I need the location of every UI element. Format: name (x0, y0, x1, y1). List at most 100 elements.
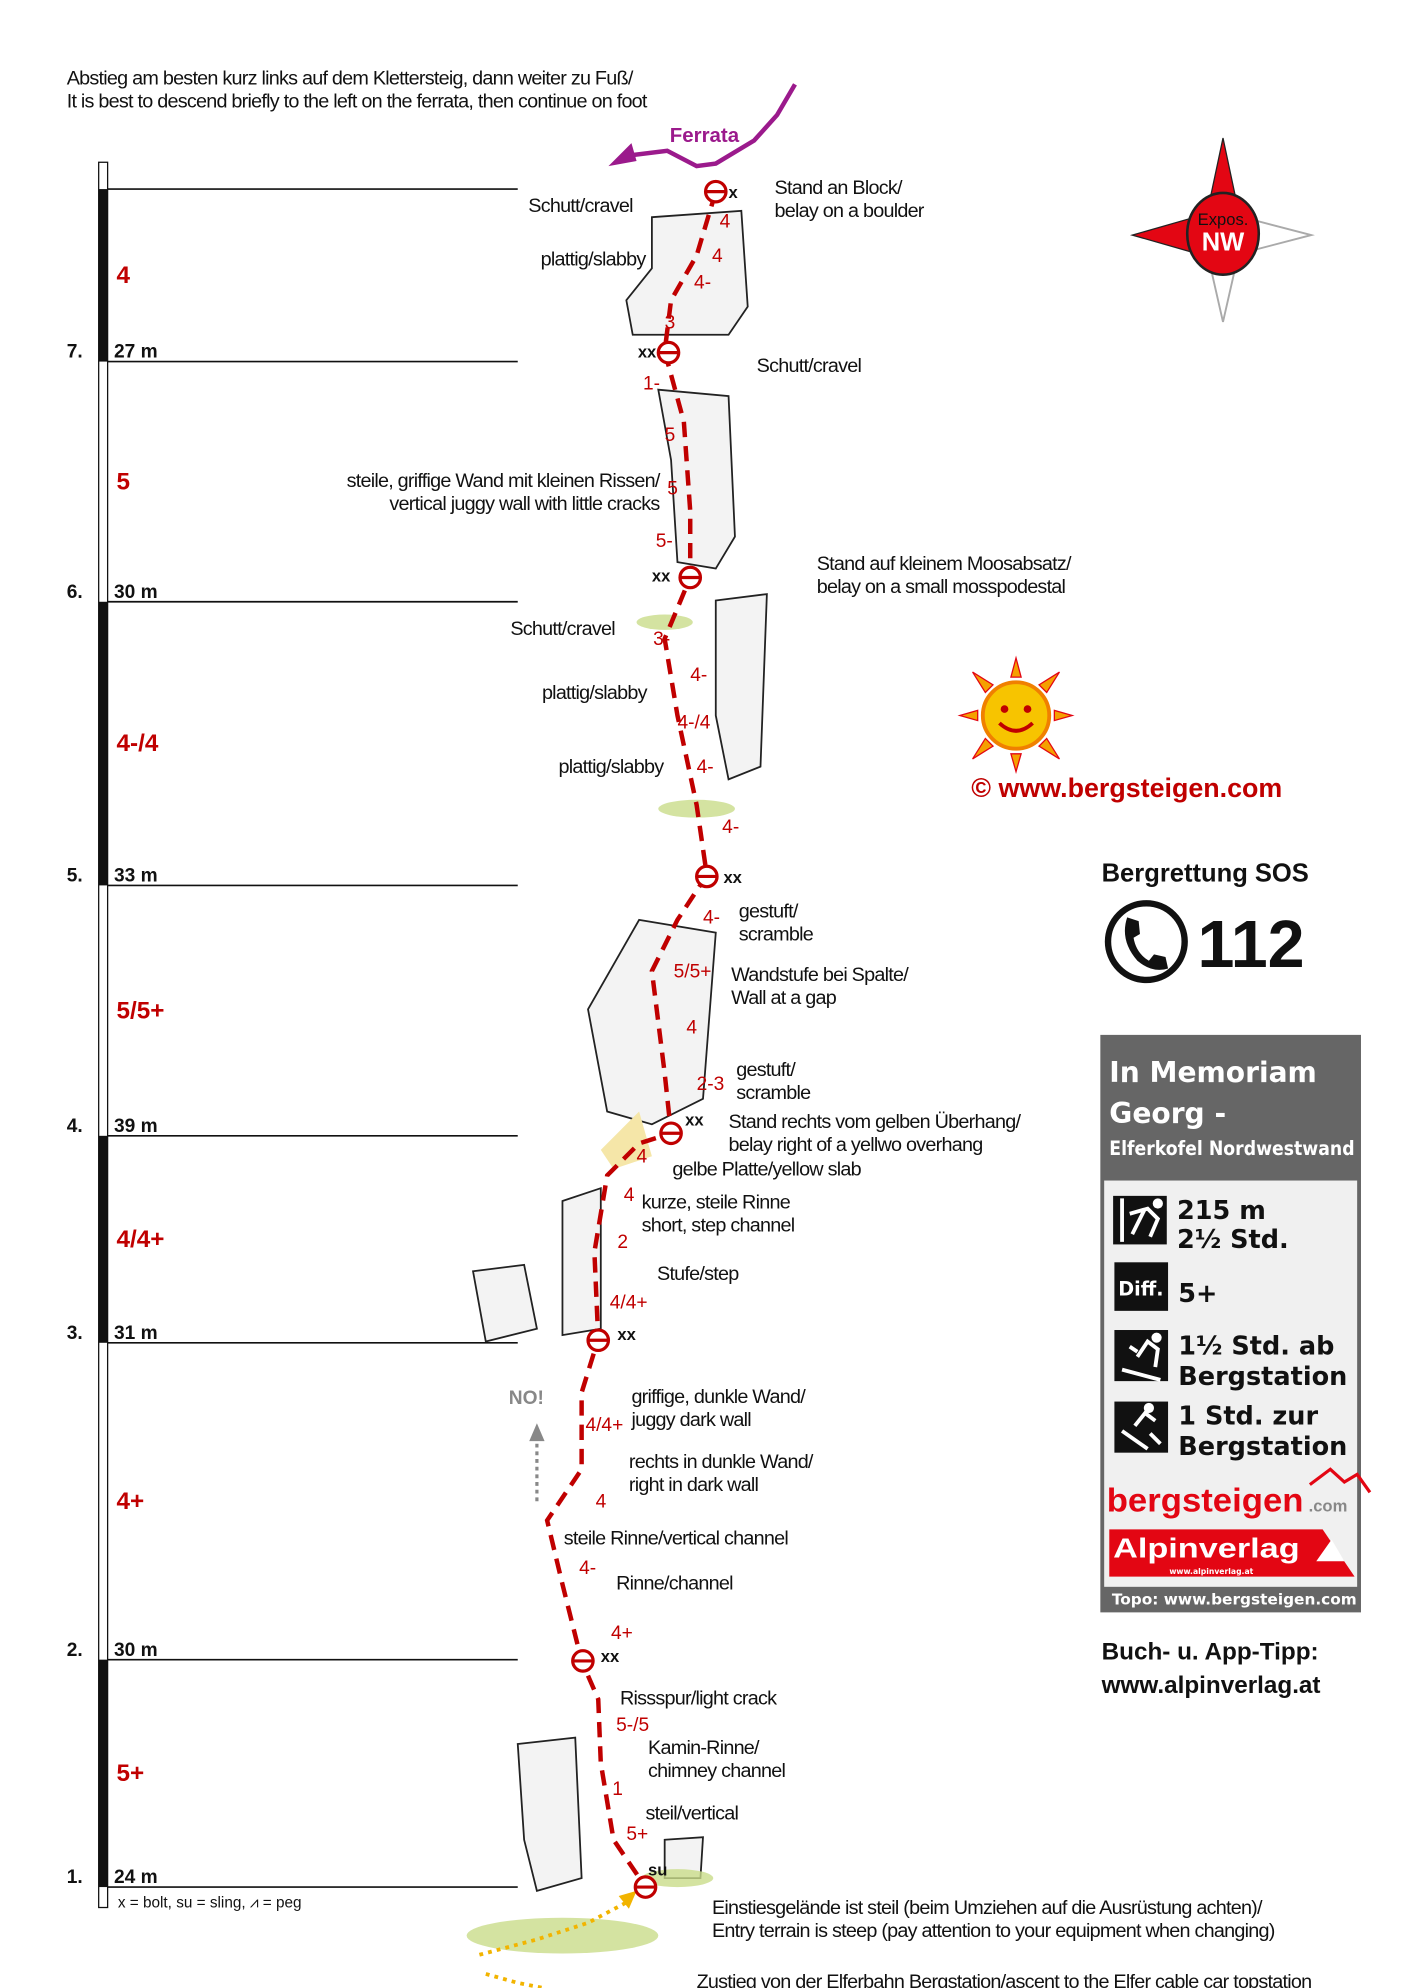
route-annotation: right in dark wall (629, 1474, 759, 1496)
route-grade-label: 4- (697, 757, 714, 778)
belay-anchor-label: xx (685, 1111, 704, 1130)
belay-station-icon (571, 1649, 595, 1673)
bergsteigen-logo-com: .com (1309, 1496, 1348, 1515)
no-arrow-icon (529, 1423, 545, 1442)
route-grade-label: 4 (720, 211, 731, 232)
legend: x = bolt, su = sling, ⩘ = peg (118, 1895, 302, 1912)
approach-time: 1½ Std. ab (1178, 1331, 1334, 1361)
route-annotation: griffige, dunkle Wand/ (631, 1386, 806, 1408)
sos-title: Bergrettung SOS (1102, 860, 1309, 888)
route-annotation: Rissspur/light crack (620, 1687, 777, 1709)
pitch-length: 30 m (114, 1640, 158, 1661)
pitch-length: 27 m (114, 342, 158, 363)
route-grade-label: 5 (665, 425, 676, 446)
route-time: 2½ Std. (1177, 1225, 1289, 1255)
scale-bar (98, 161, 109, 1909)
pitch-grade: 5/5+ (117, 997, 165, 1024)
route-grade-label: 5 (667, 478, 678, 499)
scale-segment (98, 601, 108, 886)
approach-arrow-icon (618, 1890, 637, 1909)
alpinverlag-logo[interactable]: Alpinverlag (1113, 1532, 1300, 1563)
route-grade-label: 4- (579, 1558, 596, 1579)
route-grade-label: 4 (624, 1185, 635, 1206)
annotations: Schutt/cravel plattig/slabby Stand an Bloc… (347, 177, 1313, 1988)
difficulty-value: 5+ (1178, 1279, 1217, 1309)
belay-anchor-label: x (729, 183, 739, 202)
exposure-label: Expos. (1198, 210, 1249, 229)
route-annotation: steile Rinne/vertical channel (564, 1528, 789, 1550)
descent-note-de: Abstieg am besten kurz links auf dem Kle… (67, 67, 634, 89)
belay-anchor-label: xx (601, 1647, 620, 1666)
belay-anchor-label: xx (617, 1325, 636, 1344)
route-grade-label: 5-/5 (616, 1715, 649, 1736)
ferrata-arrow-icon (608, 143, 637, 167)
route-grade-label: 2 (617, 1232, 628, 1253)
route-annotation: gestuft/ (736, 1059, 796, 1081)
scale-segment (98, 1659, 108, 1888)
route-annotation: kurze, steile Rinne (642, 1192, 791, 1214)
pitch-number: 5. (67, 866, 83, 887)
route-annotation: Schutt/cravel (510, 618, 615, 640)
descent-to: Bergstation (1178, 1432, 1347, 1462)
belay-station-icon (586, 1328, 611, 1353)
route-grade-label: 4 (712, 246, 723, 267)
route-grades: 444-31-555-3-4-4-/44-4-4-5/5+42-34424/4+… (579, 211, 739, 1844)
route-grade-label: 5- (656, 531, 673, 552)
rock-face (471, 209, 768, 1893)
pitch-number: 2. (67, 1640, 83, 1661)
route-annotation: short, step channel (642, 1215, 795, 1237)
alpinverlag-logo-bg (1109, 1529, 1355, 1577)
difficulty-icon (1114, 1262, 1169, 1311)
topo-source[interactable]: Topo: www.bergsteigen.com (1112, 1591, 1357, 1609)
route-annotation: Stand rechts vom gelben Überhang/ (729, 1111, 1022, 1133)
belay-anchor-label: xx (652, 566, 671, 585)
book-tip-url[interactable]: www.alpinverlag.at (1101, 1672, 1321, 1699)
route-height: 215 m (1177, 1196, 1266, 1226)
difficulty-label: Diff. (1118, 1278, 1163, 1301)
route-annotation: chimney channel (648, 1760, 785, 1782)
route-annotation: vertical juggy wall with little cracks (389, 493, 660, 515)
alpinverlag-url: www.alpinverlag.at (1169, 1567, 1253, 1576)
route-annotation: plattig/slabby (541, 249, 647, 271)
route-annotation: scramble (739, 923, 814, 945)
scale-segment (98, 189, 108, 362)
route-grade-label: 2-3 (697, 1074, 725, 1095)
bergsteigen-logo[interactable]: bergsteigen (1107, 1482, 1304, 1519)
pitch-scale: 7. 27 m 4 6. 30 m 5 5. 33 m 4-/4 4. 39 m 5/5+ 3. 31 m… (67, 161, 518, 1909)
pitch-grade: 4+ (117, 1488, 145, 1515)
pitch-length: 33 m (114, 866, 158, 887)
pitch-number: 6. (67, 582, 83, 603)
route-annotation: Kamin-Rinne/ (648, 1737, 760, 1759)
ferrata-line (626, 83, 797, 169)
route-grade-label: 4 (637, 1147, 648, 1168)
route-grade-label: 4/4+ (610, 1292, 648, 1313)
ferrata-label: Ferrata (670, 124, 740, 147)
mountain-logo-icon (1308, 1467, 1372, 1494)
copyright-link[interactable]: © www.bergsteigen.com (971, 773, 1282, 803)
info-box: In Memoriam Georg - Elferkofel Nordwestw… (1100, 1034, 1372, 1613)
route-title-1: In Memoriam (1109, 1056, 1317, 1089)
route-title-2: Georg - (1109, 1097, 1226, 1130)
route-annotation: Wall at a gap (731, 987, 837, 1009)
route-annotation: Stand an Block/ (775, 177, 903, 199)
approach-path (478, 1899, 630, 1957)
pitch-grade: 4-/4 (117, 730, 159, 757)
route-grade-label: 4- (722, 817, 739, 838)
route-grade-label: 3 (665, 312, 676, 333)
descent-time: 1 Std. zur (1178, 1402, 1318, 1432)
compass-west-icon (1129, 216, 1196, 254)
pitch-number: 1. (67, 1867, 83, 1888)
route-grade-label: 1 (612, 1779, 623, 1800)
compass: Expos. NW (1129, 137, 1315, 323)
pitch-number: 7. (67, 342, 83, 363)
belay-station-icon (678, 565, 703, 590)
route-grade-label: 4 (686, 1018, 697, 1039)
route-annotation: Schutt/cravel (528, 195, 633, 217)
route-annotation: Wandstufe bei Spalte/ (731, 964, 909, 986)
route-grade-label: 3- (653, 629, 670, 650)
route-annotation: belay right of a yellwo overhang (729, 1134, 983, 1156)
route-annotation: juggy dark wall (630, 1409, 751, 1431)
route-grade-label: 5/5+ (674, 961, 712, 982)
pitch-grade: 4 (117, 262, 131, 289)
